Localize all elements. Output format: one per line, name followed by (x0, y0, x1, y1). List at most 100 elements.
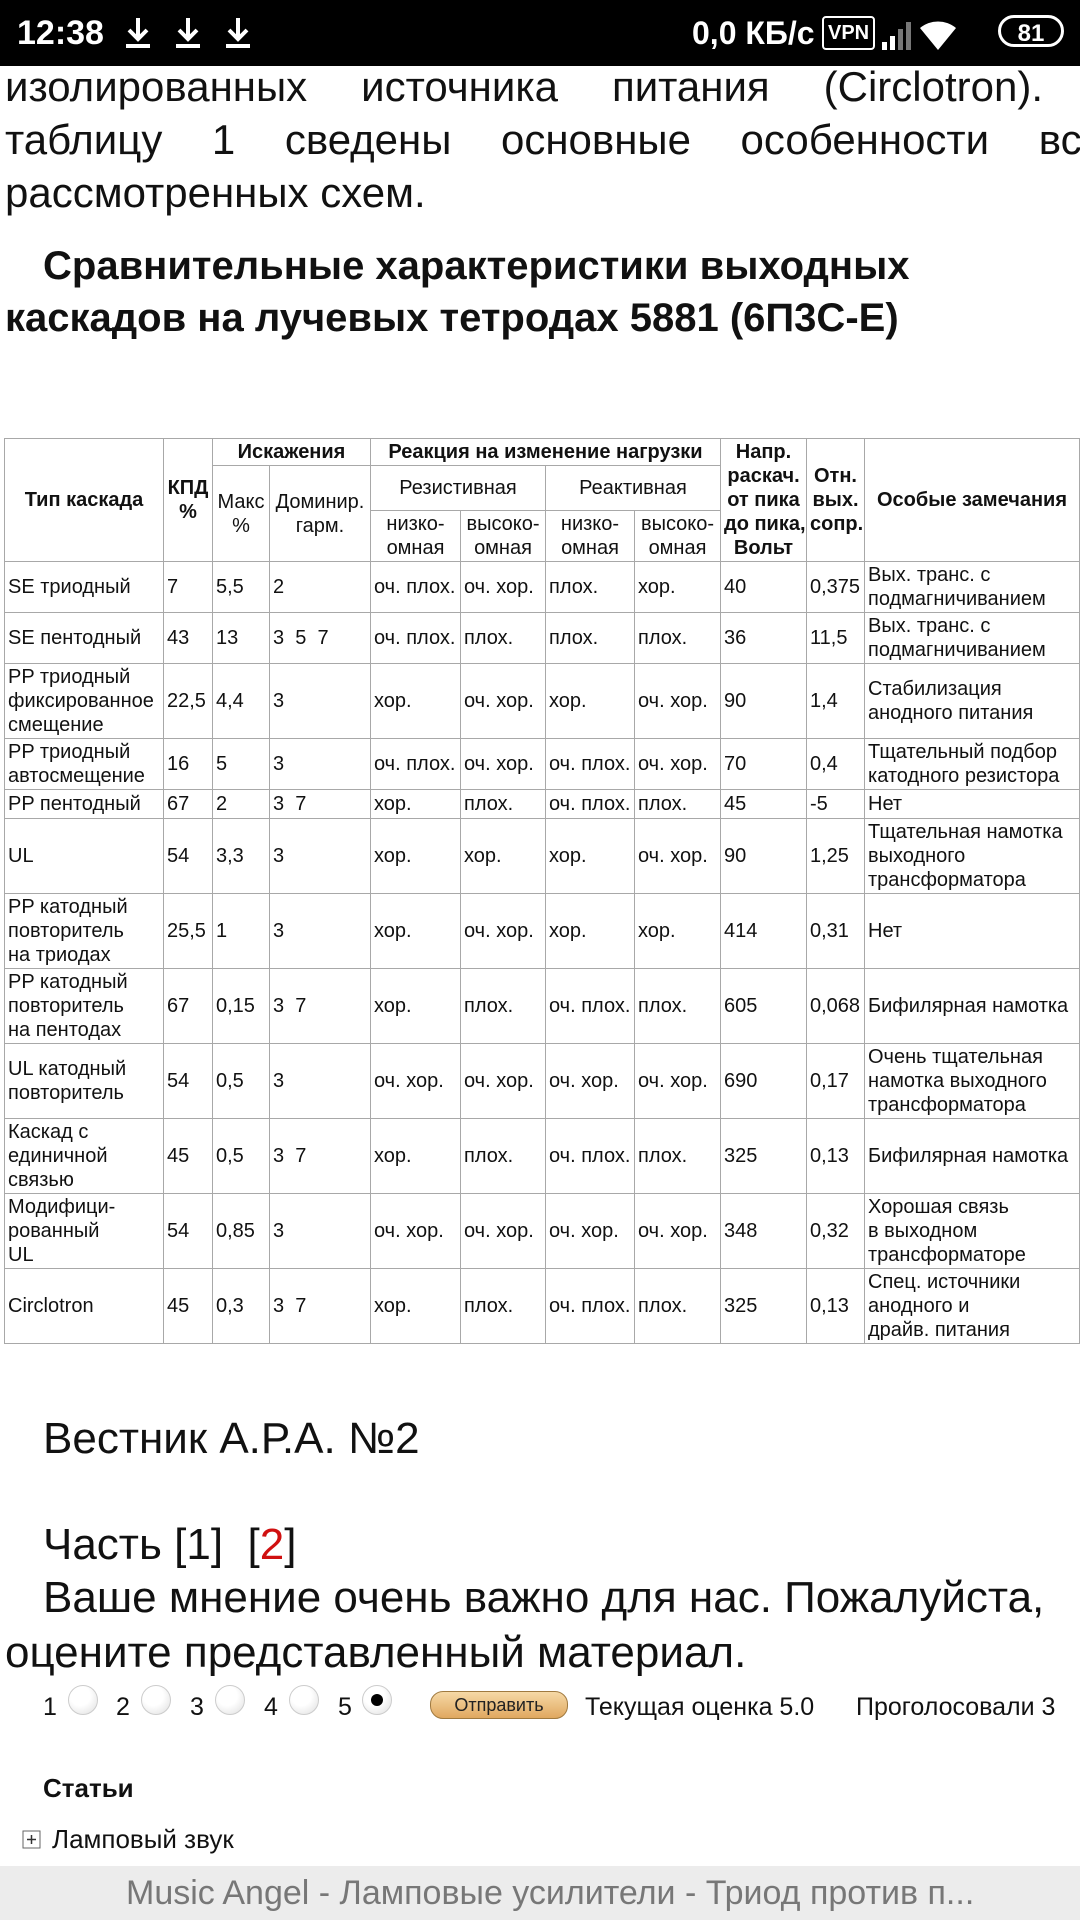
table-cell: Спец. источники анодного и драйв. питани… (864, 1268, 1080, 1344)
table-cell: Нет (864, 789, 1080, 819)
table-cell: оч. хор. (545, 1043, 635, 1119)
table-cell: хор. (634, 893, 721, 969)
rating-radio[interactable] (362, 1685, 392, 1715)
table-cell: Бифилярная намотка (864, 1118, 1080, 1194)
status-bar: 12:38 0,0 КБ/с VPN 81 (0, 0, 1080, 66)
table-cell: 414 (720, 893, 807, 969)
rating-radio[interactable] (215, 1685, 245, 1715)
table-cell: плох. (634, 612, 721, 664)
header-cell: Макс % (212, 465, 270, 562)
table-cell: оч. хор. (634, 1193, 721, 1269)
table-cell: 22,5 (163, 663, 213, 739)
feedback-text: Ваше мнение очень важно для нас. Пожалуй… (43, 1573, 1045, 1622)
expand-icon[interactable] (22, 1830, 42, 1850)
header-cell: Реакция на изменение нагрузки (370, 438, 721, 466)
table-cell: PP пентодный (4, 789, 164, 819)
table-row: Каскад с единичной связью 45 0,5 3 7 хор. пло… (4, 1118, 1080, 1194)
table-cell: плох. (460, 789, 546, 819)
table-row: SE пентодный 43 13 3 5 7 оч. плох. плох. плох.… (4, 612, 1080, 664)
header-cell: Особые замечания (864, 438, 1080, 562)
table-cell: хор. (545, 818, 635, 894)
table-cell: 36 (720, 612, 807, 664)
table-cell: хор. (545, 663, 635, 739)
table-cell: оч. плох. (545, 968, 635, 1044)
table-cell: оч. хор. (370, 1193, 461, 1269)
table-cell: 0,4 (806, 738, 865, 790)
header-cell: низко- омная (370, 510, 461, 562)
table-cell: 325 (720, 1118, 807, 1194)
rating-radio[interactable] (141, 1685, 171, 1715)
part-nav: Часть [1] [2] (43, 1518, 296, 1572)
table-cell: оч. хор. (460, 893, 546, 969)
header-cell: высоко- омная (634, 510, 721, 562)
table-cell: 7 (163, 561, 213, 613)
table-cell: 3 7 (269, 1118, 371, 1194)
table-cell: оч. хор. (460, 561, 546, 613)
header-cell: высоко- омная (460, 510, 546, 562)
table-cell: Circlotron (4, 1268, 164, 1344)
table-row: PP триодный фиксированное смещение 22,5 4,… (4, 663, 1080, 739)
rating-label: 5 (338, 1693, 352, 1721)
part-link[interactable]: 2 (259, 1520, 285, 1569)
vote-count: Проголосовали 3 (856, 1693, 1056, 1721)
submit-button[interactable]: Отправить (430, 1691, 568, 1719)
tree-item[interactable]: Ламповый звук (52, 1824, 234, 1854)
comparison-table: Тип каскада КПД % Искажения Реакция на и… (4, 438, 1080, 1344)
part-label: Часть (43, 1520, 162, 1569)
table-cell: плох. (460, 968, 546, 1044)
table-cell: 3 7 (269, 968, 371, 1044)
table-cell: 348 (720, 1193, 807, 1269)
header-cell: Напр. раскач. от пика до пика, Вольт (720, 438, 807, 562)
table-heading: каскадов на лучевых тетродах 5881 (6П3С-… (5, 296, 899, 340)
table-cell: хор. (370, 663, 461, 739)
table-cell: плох. (634, 968, 721, 1044)
table-cell: Модифици- рованный UL (4, 1193, 164, 1269)
download-icons (126, 18, 250, 48)
table-cell: плох. (634, 1268, 721, 1344)
section-title: Статьи (43, 1773, 134, 1803)
table-cell: оч. хор. (460, 738, 546, 790)
table-cell: 3 (269, 1043, 371, 1119)
table-cell: UL (4, 818, 164, 894)
table-cell: 67 (163, 968, 213, 1044)
table-cell: PP триодный фиксированное смещение (4, 663, 164, 739)
table-row: SE триодный 7 5,5 2 оч. плох. оч. хор. плох. хо… (4, 561, 1080, 613)
header-cell: Реактивная (545, 465, 721, 511)
page-title: Music Angel - Ламповые усилители - Триод… (126, 1874, 975, 1912)
table-cell: SE триодный (4, 561, 164, 613)
table-cell: 3 (269, 893, 371, 969)
table-cell: оч. хор. (634, 663, 721, 739)
table-heading: Сравнительные характеристики выходных (43, 244, 910, 288)
table-cell: Тщательный подбор катодного резистора (864, 738, 1080, 790)
table-cell: оч. плох. (370, 738, 461, 790)
table-cell: 90 (720, 663, 807, 739)
network-speed: 0,0 КБ/с (692, 15, 815, 51)
table-cell: оч. хор. (634, 1043, 721, 1119)
table-cell: 40 (720, 561, 807, 613)
table-cell: 2 (212, 789, 270, 819)
rating-label: 1 (43, 1693, 57, 1721)
table-cell: 0,13 (806, 1118, 865, 1194)
table-cell: 16 (163, 738, 213, 790)
table-cell: хор. (370, 1118, 461, 1194)
battery: 81 (998, 15, 1064, 47)
table-cell: плох. (460, 1268, 546, 1344)
table-cell: 3 (269, 663, 371, 739)
rating-radio[interactable] (68, 1685, 98, 1715)
header-cell: Тип каскада (4, 438, 164, 562)
table-cell: оч. плох. (545, 738, 635, 790)
rating-radio[interactable] (289, 1685, 319, 1715)
table-cell: 3 (269, 1193, 371, 1269)
table-cell: 1,25 (806, 818, 865, 894)
part-link[interactable]: 1 (186, 1520, 211, 1569)
table-cell: 70 (720, 738, 807, 790)
table-cell: хор. (370, 789, 461, 819)
intro-line: таблицу 1 сведены основные особенности в… (5, 116, 1080, 163)
clock: 12:38 (17, 14, 104, 52)
header-cell: Искажения (212, 438, 371, 466)
table-cell: хор. (370, 893, 461, 969)
table-cell: хор. (634, 561, 721, 613)
table-cell: плох. (634, 1118, 721, 1194)
table-cell: оч. хор. (460, 663, 546, 739)
